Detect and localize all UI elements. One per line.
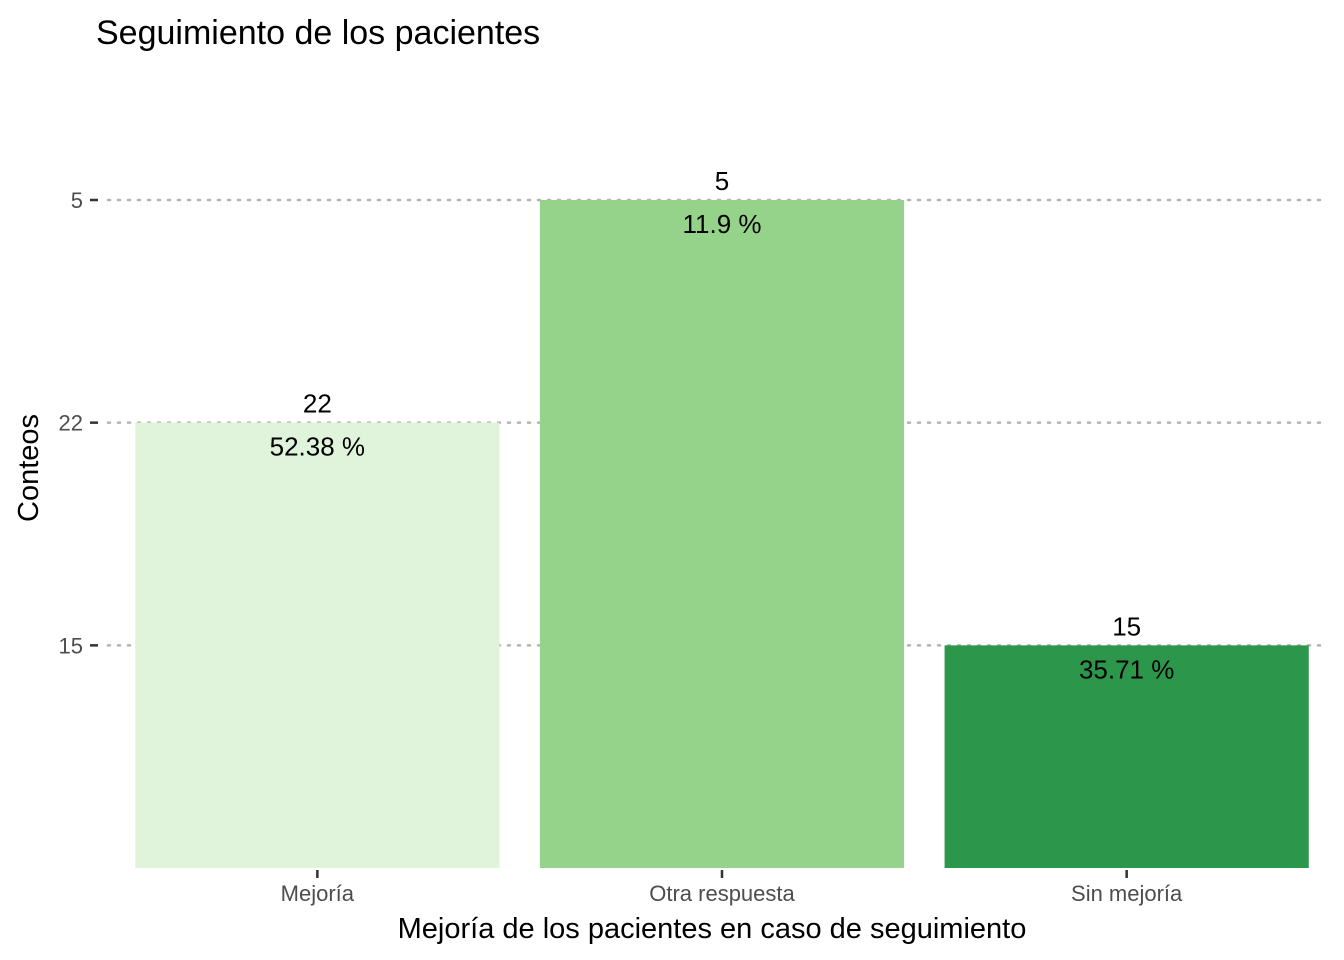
bar (944, 645, 1309, 868)
bar (135, 422, 500, 868)
bar-percent-label: 11.9 % (682, 209, 761, 239)
bar-percent-label: 52.38 % (270, 432, 365, 462)
y-tick-label: 22 (59, 411, 83, 436)
chart-title: Seguimiento de los pacientes (96, 14, 540, 52)
x-tick-label: Mejoría (281, 881, 355, 906)
bar-value-label: 5 (715, 166, 729, 196)
y-tick-label: 5 (71, 188, 83, 213)
bar-value-label: 22 (303, 389, 332, 419)
bar-percent-label: 35.71 % (1079, 654, 1174, 684)
bar-value-label: 15 (1112, 611, 1141, 641)
y-axis-title: Conteos (13, 414, 45, 522)
x-axis-title: Mejoría de los pacientes en caso de segu… (398, 913, 1027, 945)
bar (539, 200, 905, 868)
y-tick-label: 15 (59, 633, 83, 658)
x-tick-label: Otra respuesta (649, 881, 795, 906)
x-tick-label: Sin mejoría (1071, 881, 1183, 906)
